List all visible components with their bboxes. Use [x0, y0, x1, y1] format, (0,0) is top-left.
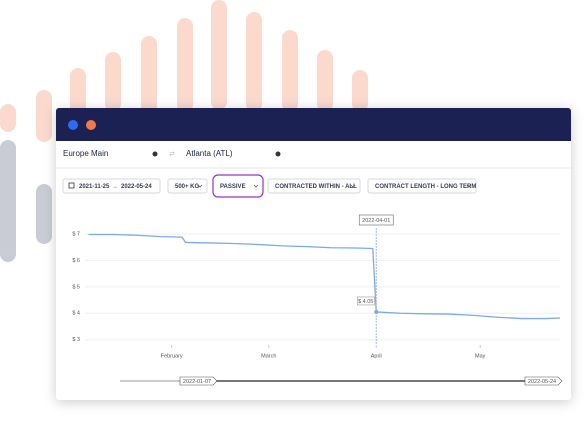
swap-icon[interactable]: ⇄	[169, 151, 175, 158]
title-bar	[56, 108, 571, 141]
decoration	[0, 140, 52, 262]
date-filter[interactable]: 2021-11-25 → 2022-05-24	[62, 178, 161, 194]
filter-button[interactable]	[212, 174, 264, 198]
tooltip-box	[358, 214, 394, 226]
filter-label: 500+ KG	[175, 184, 200, 190]
date-to: 2022-05-24	[121, 184, 152, 190]
x-tick-label: May	[475, 353, 486, 359]
chevron	[350, 184, 356, 188]
y-tick-label: $ 7	[72, 231, 80, 237]
filter-button[interactable]	[167, 178, 208, 194]
y-tick-label: $ 6	[72, 258, 80, 264]
arrow: →	[112, 184, 118, 190]
destination[interactable]: Atlanta (ATL)	[186, 149, 233, 158]
filter-label: CONTRACT LENGTH - LONG TERM	[375, 184, 476, 190]
slider-handle[interactable]	[179, 376, 218, 386]
chevron	[253, 184, 259, 188]
highlight-point	[374, 309, 379, 314]
window-dot[interactable]	[68, 120, 78, 130]
globe-icon	[152, 151, 158, 157]
window-body	[56, 108, 571, 400]
value-box	[356, 296, 375, 306]
filter-button[interactable]	[367, 178, 477, 194]
filter-button[interactable]	[267, 178, 361, 194]
globe-icon	[275, 151, 281, 157]
filter-label: PASSIVE	[220, 184, 246, 190]
tooltip-date: 2022-04-01	[362, 218, 390, 224]
app-window: Europe Main ⇄ Atlanta (ATL) 2021-11-25 →…	[56, 108, 571, 400]
y-tick-label: $ 4	[72, 311, 80, 317]
y-tick-label: $ 3	[72, 337, 80, 343]
value-label: $ 4.05	[358, 299, 373, 305]
x-tick-label: April	[371, 353, 382, 359]
filter-label: CONTRACTED WITHIN - ALL	[275, 184, 357, 190]
window-dot[interactable]	[86, 120, 96, 130]
origin[interactable]: Europe Main	[63, 149, 108, 158]
date-from: 2021-11-25	[79, 184, 110, 190]
price-line	[88, 233, 561, 320]
decoration	[0, 0, 368, 142]
chevron	[466, 184, 472, 188]
slider-label: 2022-05-24	[528, 379, 556, 385]
chevron	[197, 184, 203, 188]
slider-handle[interactable]	[524, 376, 563, 386]
y-tick-label: $ 5	[72, 284, 80, 290]
x-tick-label: March	[261, 353, 276, 359]
slider-label: 2022-01-07	[183, 379, 211, 385]
x-tick-label: February	[161, 353, 183, 359]
